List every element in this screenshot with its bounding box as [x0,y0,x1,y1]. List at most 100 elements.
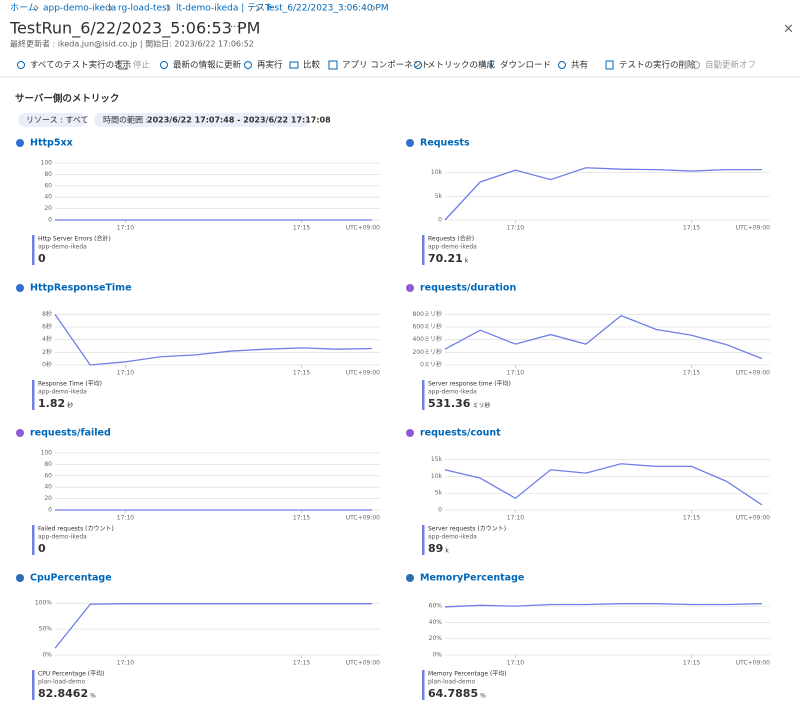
y-tick-label: 80 [44,461,52,468]
chart-title: requests/failed [30,428,111,439]
breadcrumb-link[interactable]: Test_6/22/2023_3:06:40 PM [264,4,389,14]
chart-icon [406,284,414,292]
y-tick-label: 40 [44,484,52,491]
icon [289,61,299,69]
y-tick-label: 400ミリ秒 [413,335,442,343]
y-tick-label: 0ミリ秒 [420,361,442,369]
y-tick-label: 100 [41,160,53,167]
breadcrumb-link[interactable]: ホーム [10,3,37,14]
toolbar-button[interactable]: 共有 [571,60,588,71]
timezone-label: UTC+09:00 [736,660,770,667]
filter-pill[interactable] [94,113,310,127]
legend-name: CPU Percentage (平均) [38,670,104,678]
page-title: TestRun_6/22/2023_5:06:53 PM [9,19,260,39]
legend-unit: ミリ秒 [472,402,490,410]
y-tick-label: 100 [41,450,53,457]
y-tick-label: 10k [431,169,443,176]
chart-title: CpuPercentage [30,573,112,584]
toolbar-button[interactable]: アプリ コンポーネント [342,61,430,71]
legend-resource: app-demo-ikeda [38,389,87,396]
toolbar-button[interactable]: 停止 [133,60,151,71]
legend-resource: app-demo-ikeda [428,534,477,541]
y-tick-label: 600ミリ秒 [413,323,442,331]
icon [160,61,168,69]
icon [605,60,614,70]
y-tick-label: 10k [431,473,443,480]
toolbar-button[interactable]: すべてのテスト実行の表示 [30,60,131,71]
y-tick-label: 2秒 [42,348,52,356]
y-tick-label: 200ミリ秒 [413,348,442,356]
legend-unit: 秒 [67,402,73,410]
timezone-label: UTC+09:00 [346,370,380,377]
legend-value: 0 [38,252,46,265]
toolbar-button[interactable]: 比較 [303,60,321,71]
timezone-label: UTC+09:00 [736,515,770,522]
icon [118,60,128,70]
legend-value: 1.82 [38,397,65,410]
filter-resource: リソース : すべて [26,116,89,125]
chart-title: HttpResponseTime [30,283,132,294]
y-tick-label: 80 [44,171,52,178]
legend-swatch [32,525,35,555]
x-tick-label: 17:10 [507,225,524,232]
more-button[interactable]: ··· [230,22,240,33]
chart-icon [16,574,24,582]
icon [244,61,252,69]
legend-resource: app-demo-ikeda [428,244,477,251]
timezone-label: UTC+09:00 [346,660,380,667]
breadcrumb-link[interactable]: rg-load-test [118,4,171,14]
legend-resource: app-demo-ikeda [38,534,87,541]
y-tick-label: 0秒 [42,361,52,369]
y-tick-label: 20 [44,495,52,502]
filter-time-value: 2023/6/22 17:07:48 - 2023/6/22 17:17:08 [147,116,331,125]
toolbar-button[interactable]: 再実行 [257,60,283,71]
toolbar-button[interactable]: テストの実行の削除 [619,60,696,71]
icon [558,61,566,69]
y-tick-label: 40% [429,619,443,626]
chart-title: Requests [420,138,470,149]
legend-resource: app-demo-ikeda [38,244,87,251]
legend-value: 89 [428,542,443,555]
section-title: サーバー側のメトリック [15,93,119,105]
toolbar-button[interactable]: 最新の情報に更新 [173,60,242,71]
breadcrumb-link[interactable]: lt-demo-ikeda | テスト [176,3,274,14]
timezone-label: UTC+09:00 [346,225,380,232]
y-tick-label: 0 [48,217,52,224]
legend-name: Server requests (カウント) [428,525,506,533]
toolbar-button[interactable]: 自動更新オフ [705,60,756,71]
legend-swatch [422,380,425,410]
legend-value: 0 [38,542,46,555]
y-tick-label: 0 [438,217,442,224]
y-tick-label: 8秒 [42,310,52,318]
legend-swatch [422,525,425,555]
legend-resource: app-demo-ikeda [428,389,477,396]
timezone-label: UTC+09:00 [736,370,770,377]
y-tick-label: 40 [44,194,52,201]
legend-value: 70.21 [428,252,463,265]
icon [17,61,25,69]
x-tick-label: 17:10 [117,370,134,377]
filter-pill[interactable] [18,113,86,127]
y-tick-label: 60% [429,603,443,610]
y-tick-label: 0 [438,507,442,514]
x-tick-label: 17:10 [507,660,524,667]
y-tick-label: 60 [44,182,52,189]
x-tick-label: 17:15 [293,225,310,232]
x-tick-label: 17:15 [683,515,700,522]
legend-value: 64.7885 [428,687,478,700]
chart-icon [16,139,24,147]
legend-name: Memory Percentage (平均) [428,670,507,678]
legend-name: Server response time (平均) [428,380,511,388]
close-button[interactable]: × [783,22,794,37]
toolbar-button[interactable]: メトリックの構成 [427,60,496,71]
x-tick-label: 17:15 [293,370,310,377]
y-tick-label: 0% [432,652,442,659]
toolbar-button[interactable]: ダウンロード [500,60,551,71]
series-line [444,603,763,608]
breadcrumb-link[interactable]: app-demo-ikeda [43,4,116,14]
x-tick-label: 17:15 [293,515,310,522]
chart-title: requests/count [420,428,501,439]
x-tick-label: 17:10 [117,660,134,667]
legend-resource: plan-load-demo [38,679,85,686]
timezone-label: UTC+09:00 [346,515,380,522]
